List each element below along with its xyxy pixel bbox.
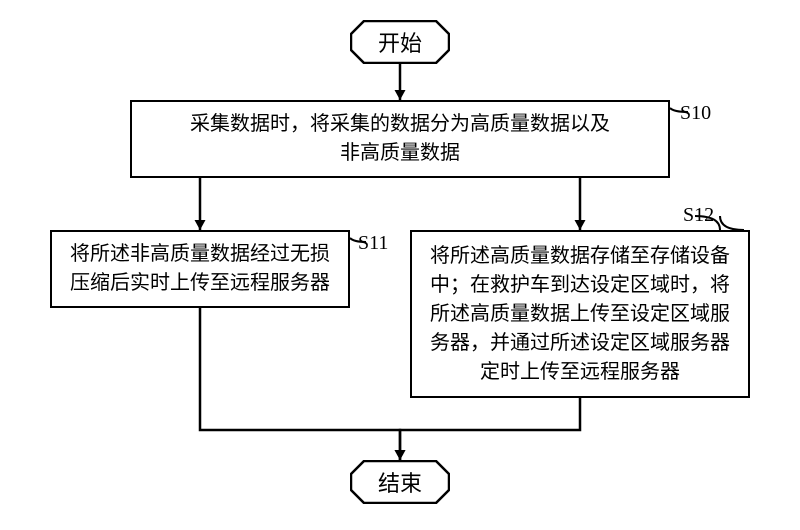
node-text: 将所述高质量数据存储至存储设备 中；在救护车到达设定区域时，将 所述高质量数据上…: [430, 242, 730, 387]
edge: [386, 384, 594, 474]
node-text: 开始: [378, 26, 422, 58]
edge: [566, 164, 594, 244]
flowchart-canvas: 开始采集数据时，将采集的数据分为高质量数据以及 非高质量数据S10将所述非高质量…: [0, 0, 800, 530]
node-text: 结束: [378, 466, 422, 498]
label-connector: [666, 104, 692, 116]
label-connector: [716, 212, 748, 234]
edge: [186, 164, 214, 244]
node-text: 采集数据时，将采集的数据分为高质量数据以及 非高质量数据: [190, 110, 610, 168]
terminator-start: 开始: [350, 20, 450, 64]
label-connector: [346, 234, 370, 246]
node-text: 将所述非高质量数据经过无损 压缩后实时上传至远程服务器: [70, 240, 330, 298]
process-s12: 将所述高质量数据存储至存储设备 中；在救护车到达设定区域时，将 所述高质量数据上…: [410, 230, 750, 398]
edge: [186, 294, 414, 474]
edge: [386, 50, 414, 114]
